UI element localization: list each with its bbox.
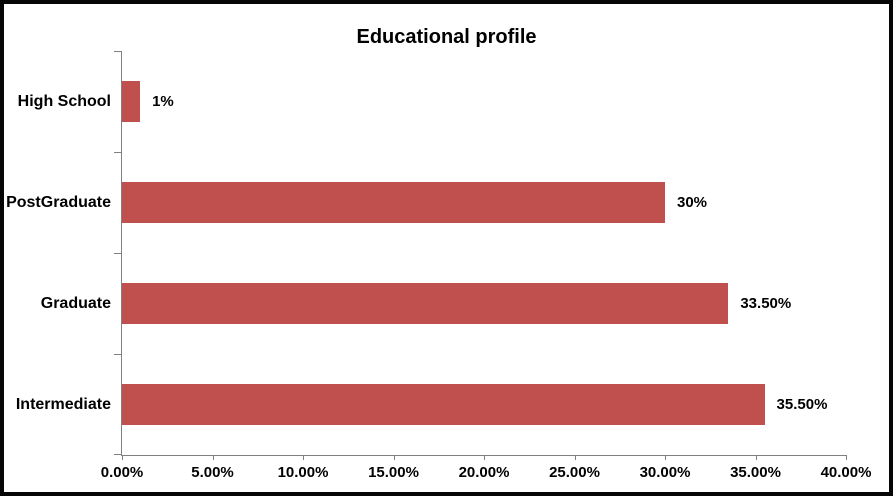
data-label: 33.50% xyxy=(740,294,792,312)
x-axis-tick xyxy=(574,455,576,460)
x-axis-tick xyxy=(122,455,123,460)
y-axis-tick xyxy=(114,454,121,455)
y-axis-tick xyxy=(114,354,121,355)
x-axis-tick-label: 25.00% xyxy=(549,464,600,481)
x-axis-tick xyxy=(303,455,304,460)
data-label: 1% xyxy=(152,92,174,110)
x-axis-tick-label: 15.00% xyxy=(368,464,419,481)
x-axis-tick xyxy=(846,455,847,460)
x-axis-tick xyxy=(755,455,757,460)
x-axis-tick xyxy=(665,455,666,460)
data-label: 35.50% xyxy=(776,395,828,413)
x-axis-tick-label: 35.00% xyxy=(730,464,781,481)
x-axis-tick-label: 40.00% xyxy=(820,464,872,481)
bar xyxy=(122,283,729,324)
y-axis-tick xyxy=(114,253,121,254)
category-label: High School xyxy=(17,92,111,110)
bar xyxy=(122,81,141,122)
x-axis-tick xyxy=(393,455,395,460)
x-axis-tick-label: 5.00% xyxy=(191,464,234,481)
y-axis-tick xyxy=(114,51,121,52)
category-label: PostGraduate xyxy=(6,193,111,211)
x-axis-tick-label: 0.00% xyxy=(100,464,144,481)
x-axis-tick-label: 20.00% xyxy=(458,464,510,481)
x-axis-tick xyxy=(484,455,485,460)
y-axis-tick xyxy=(114,152,121,153)
bar xyxy=(122,182,665,223)
bar xyxy=(122,384,765,425)
chart-title: Educational profile xyxy=(356,26,537,48)
category-label: Graduate xyxy=(40,294,111,312)
data-label: 30% xyxy=(677,193,708,211)
plot-area: High School 1% PostGraduate 30% Graduate 33.5… xyxy=(6,51,871,481)
category-label: Intermediate xyxy=(15,395,111,413)
x-axis-tick-label: 10.00% xyxy=(277,464,329,481)
x-axis-tick-label: 30.00% xyxy=(639,464,691,481)
x-axis-tick xyxy=(212,455,214,460)
